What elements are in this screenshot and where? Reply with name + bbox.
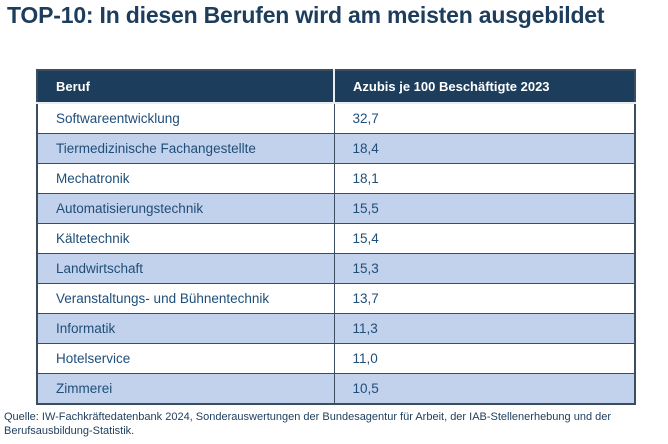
beruf-cell: Zimmerei <box>37 373 334 404</box>
table-body: Softwareentwicklung 32,7 Tiermedizinische … <box>37 103 635 404</box>
value-cell: 15,5 <box>333 193 635 224</box>
beruf-cell: Tiermedizinische Fachangestellte <box>37 133 334 164</box>
beruf-cell: Landwirtschaft <box>37 253 334 284</box>
table-row: Landwirtschaft 15,3 <box>37 253 635 284</box>
value-cell: 18,4 <box>333 133 635 164</box>
header-beruf: Beruf <box>37 70 334 104</box>
table-row: Zimmerei 10,5 <box>37 373 635 404</box>
value-cell: 11,3 <box>333 313 635 344</box>
table-row: Mechatronik 18,1 <box>37 163 635 194</box>
table-row: Softwareentwicklung 32,7 <box>37 103 635 134</box>
table-row: Informatik 11,3 <box>37 313 635 344</box>
header-value: Azubis je 100 Beschäftigte 2023 <box>333 70 635 104</box>
table-row: Kältetechnik 15,4 <box>37 223 635 254</box>
value-cell: 18,1 <box>333 163 635 194</box>
top10-table: Beruf Azubis je 100 Beschäftigte 2023 So… <box>36 69 636 405</box>
beruf-cell: Softwareentwicklung <box>37 103 334 134</box>
table-row: Hotelservice 11,0 <box>37 343 635 374</box>
value-cell: 15,3 <box>333 253 635 284</box>
table-container: Beruf Azubis je 100 Beschäftigte 2023 So… <box>36 69 636 405</box>
table-row: Tiermedizinische Fachangestellte 18,4 <box>37 133 635 164</box>
header-row: Beruf Azubis je 100 Beschäftigte 2023 <box>37 70 635 104</box>
beruf-cell: Automatisierungstechnik <box>37 193 334 224</box>
value-cell: 11,0 <box>333 343 635 374</box>
beruf-cell: Hotelservice <box>37 343 334 374</box>
source-note: Quelle: IW-Fachkräftedatenbank 2024, Son… <box>4 411 612 437</box>
value-cell: 13,7 <box>333 283 635 314</box>
value-cell: 10,5 <box>333 373 635 404</box>
table-row: Automatisierungstechnik 15,5 <box>37 193 635 224</box>
beruf-cell: Veranstaltungs- und Bühnentechnik <box>37 283 334 314</box>
beruf-cell: Mechatronik <box>37 163 334 194</box>
beruf-cell: Informatik <box>37 313 334 344</box>
value-cell: 15,4 <box>333 223 635 254</box>
beruf-cell: Kältetechnik <box>37 223 334 254</box>
page-title: TOP-10: In diesen Berufen wird am meiste… <box>7 2 605 28</box>
table-header: Beruf Azubis je 100 Beschäftigte 2023 <box>37 70 635 104</box>
table-row: Veranstaltungs- und Bühnentechnik 13,7 <box>37 283 635 314</box>
value-cell: 32,7 <box>333 103 635 134</box>
